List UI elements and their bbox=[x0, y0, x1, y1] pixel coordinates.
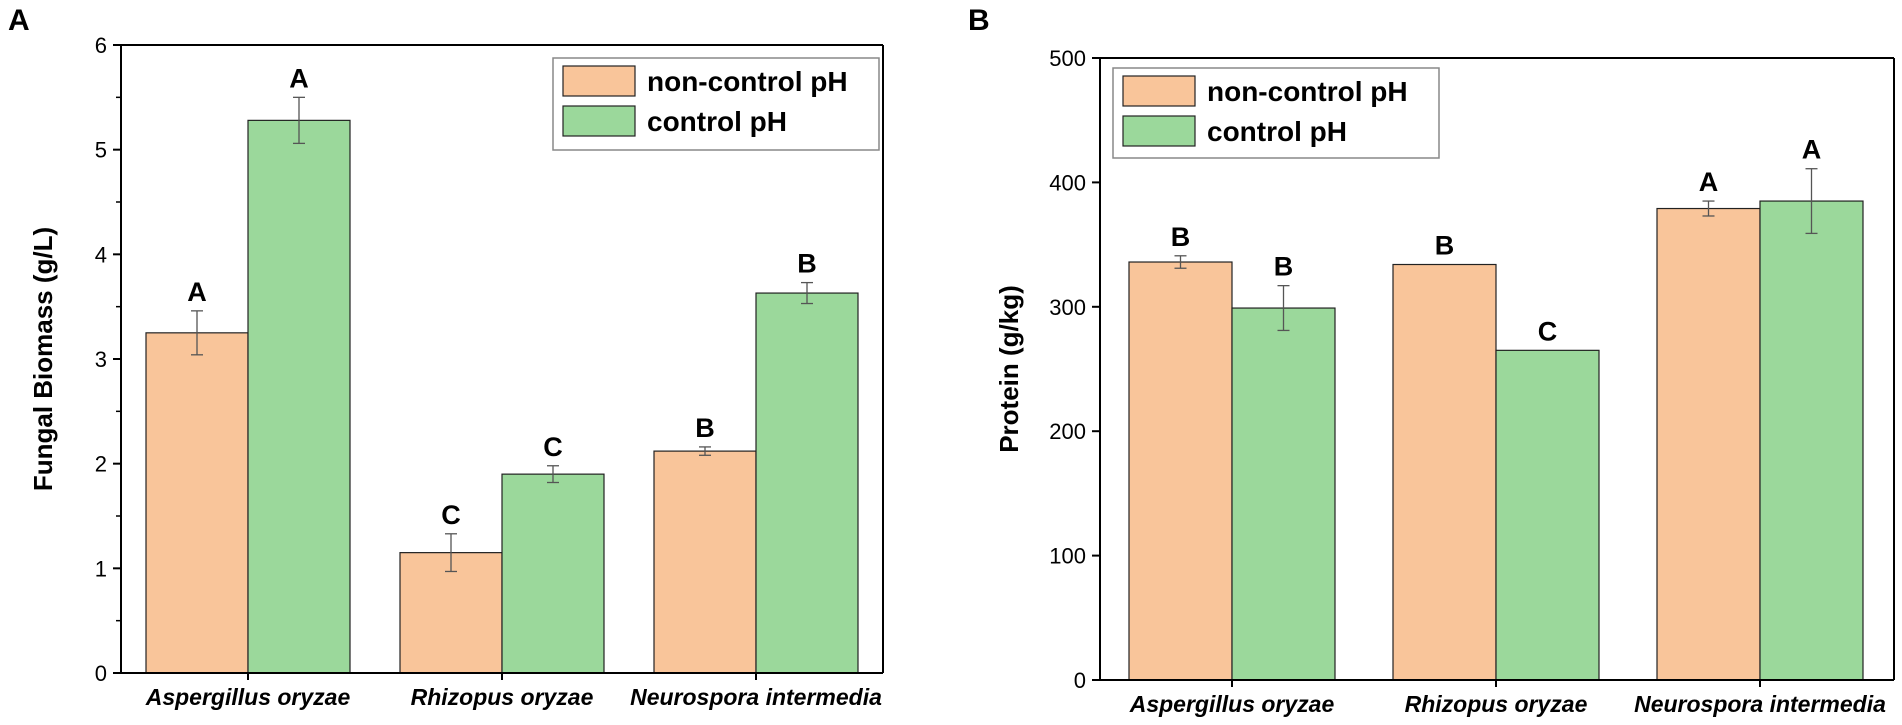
y-tick-label: 0 bbox=[1074, 668, 1086, 693]
y-tick-label: 6 bbox=[95, 33, 107, 58]
bar-control-0 bbox=[247, 119, 351, 674]
bar-non-control-0 bbox=[1128, 261, 1233, 681]
chart-protein: B B A B C A 0 100 200 300 400 500 Aspergillus oryzae… bbox=[994, 46, 1895, 717]
legend-label: control pH bbox=[647, 106, 787, 137]
y-tick-label: 4 bbox=[95, 242, 107, 267]
bar-non-control-1 bbox=[399, 552, 503, 674]
x-category-label: Neurospora intermedia bbox=[630, 684, 882, 710]
legend-swatch-non-control bbox=[562, 65, 636, 97]
bar-control-0 bbox=[1231, 307, 1336, 681]
significance-letter: A bbox=[1802, 135, 1822, 165]
panel-letter-b: B bbox=[968, 4, 990, 37]
x-category-label: Rhizopus oryzae bbox=[1405, 691, 1588, 717]
x-category-label: Rhizopus oryzae bbox=[411, 684, 594, 710]
y-axis-label: Fungal Biomass (g/L) bbox=[28, 227, 58, 491]
y-tick-label: 1 bbox=[95, 556, 107, 581]
bar-non-control-2 bbox=[1656, 207, 1761, 681]
y-tick-label: 500 bbox=[1049, 46, 1086, 71]
legend-label: non-control pH bbox=[647, 66, 848, 97]
significance-letter: A bbox=[187, 277, 207, 307]
y-tick-label: 300 bbox=[1049, 295, 1086, 320]
y-tick-label: 0 bbox=[95, 661, 107, 686]
bar-non-control-0 bbox=[145, 332, 249, 674]
y-tick-label: 100 bbox=[1049, 544, 1086, 569]
legend-label: non-control pH bbox=[1207, 76, 1408, 107]
x-category-label: Aspergillus oryzae bbox=[145, 684, 351, 710]
significance-letter: C bbox=[1538, 316, 1558, 346]
x-category-label: Aspergillus oryzae bbox=[1129, 691, 1335, 717]
bar-control-1 bbox=[501, 473, 605, 674]
x-category-label: Neurospora intermedia bbox=[1634, 691, 1886, 717]
legend-swatch-control bbox=[562, 105, 636, 137]
legend-swatch-non-control bbox=[1122, 75, 1196, 107]
y-tick-label: 5 bbox=[95, 138, 107, 163]
legend-swatch-control bbox=[1122, 115, 1196, 147]
significance-letter: C bbox=[441, 500, 461, 530]
significance-letter: B bbox=[1171, 222, 1191, 252]
significance-letter: C bbox=[543, 432, 563, 462]
y-tick-label: 2 bbox=[95, 452, 107, 477]
significance-letter: B bbox=[695, 413, 715, 443]
significance-letter: B bbox=[1274, 252, 1294, 282]
bar-control-2 bbox=[755, 292, 859, 674]
bar-non-control-1 bbox=[1392, 263, 1497, 681]
bar-control-2 bbox=[1759, 200, 1864, 681]
chart-fungal-biomass: A C B A C B 0 1 2 3 4 5 6 Aspergillus oryzae Rhizopus … bbox=[28, 33, 884, 710]
significance-letter: A bbox=[1699, 167, 1719, 197]
bar-control-1 bbox=[1495, 349, 1600, 681]
y-tick-label: 3 bbox=[95, 347, 107, 372]
panel-letter-a: A bbox=[8, 4, 30, 37]
legend-label: control pH bbox=[1207, 116, 1347, 147]
bar-non-control-2 bbox=[653, 450, 757, 674]
y-tick-label: 200 bbox=[1049, 419, 1086, 444]
y-axis-label: Protein (g/kg) bbox=[994, 285, 1024, 453]
significance-letter: A bbox=[289, 63, 309, 93]
y-tick-label: 400 bbox=[1049, 170, 1086, 195]
significance-letter: B bbox=[797, 249, 817, 279]
significance-letter: B bbox=[1435, 231, 1455, 261]
